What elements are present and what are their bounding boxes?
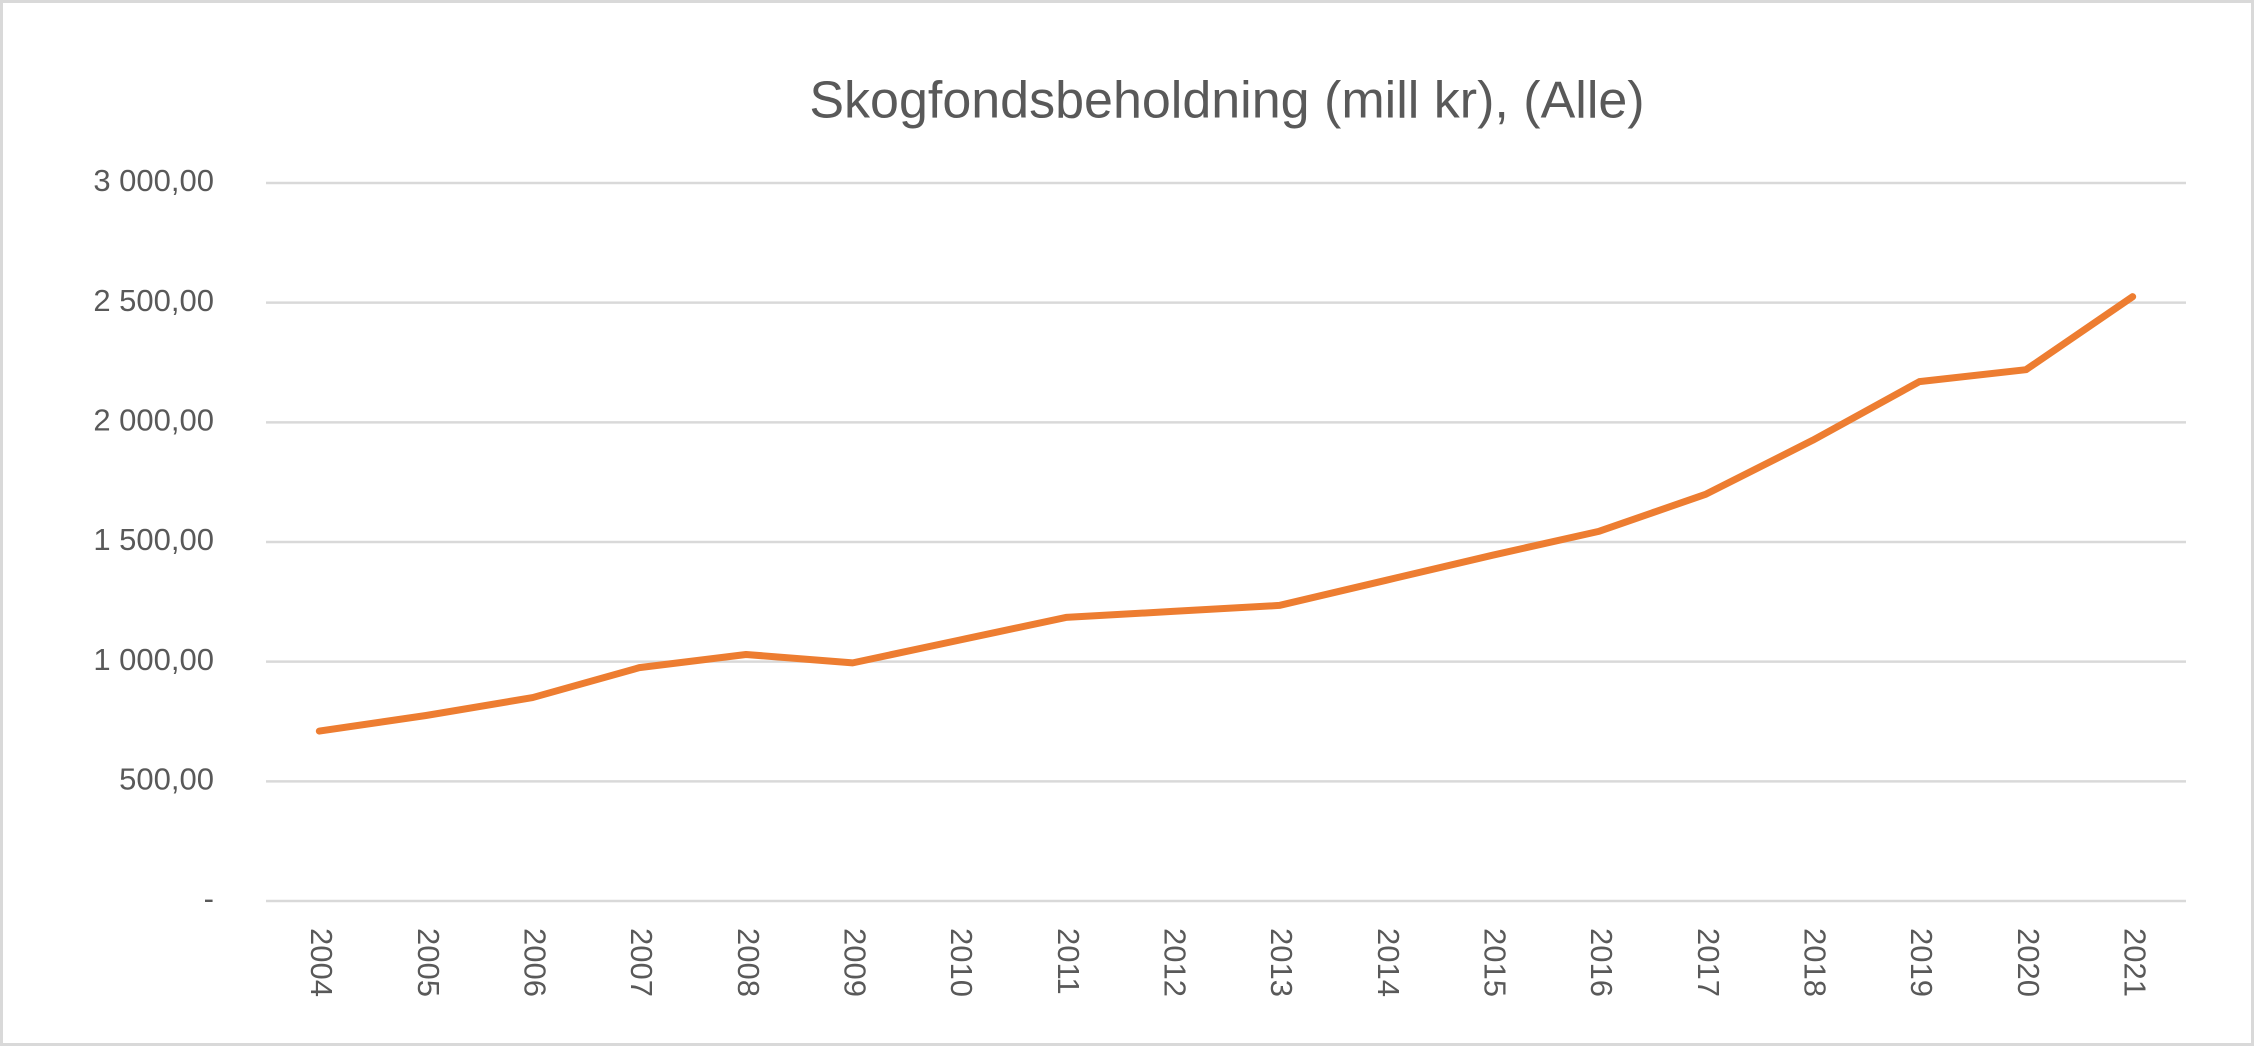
x-tick-label: 2005 xyxy=(411,928,446,997)
y-tick-label: 500,00 xyxy=(119,762,214,797)
x-tick-label: 2019 xyxy=(1904,928,1939,997)
x-tick-label: 2006 xyxy=(517,928,552,997)
y-tick-label: 1 500,00 xyxy=(93,522,214,557)
data-line xyxy=(315,293,2137,735)
x-tick-label: 2008 xyxy=(731,928,766,997)
x-tick-label: 2004 xyxy=(304,928,339,997)
x-tick-label: 2017 xyxy=(1691,928,1726,997)
x-tick-label: 2016 xyxy=(1584,928,1619,997)
x-tick-label: 2018 xyxy=(1797,928,1832,997)
y-tick-label: 1 000,00 xyxy=(93,642,214,677)
x-tick-label: 2007 xyxy=(624,928,659,997)
y-tick-label: 2 500,00 xyxy=(93,283,214,318)
y-tick-label: - xyxy=(204,881,214,916)
y-tick-label: 2 000,00 xyxy=(93,403,214,438)
x-tick-label: 2020 xyxy=(2011,928,2046,997)
x-tick-label: 2021 xyxy=(2117,928,2152,997)
y-tick-label: 3 000,00 xyxy=(93,163,214,198)
chart-title: Skogfondsbeholdning (mill kr), (Alle) xyxy=(809,72,1644,130)
x-tick-label: 2015 xyxy=(1477,928,1512,997)
x-tick-label: 2009 xyxy=(837,928,872,997)
x-tick-label: 2011 xyxy=(1051,928,1086,995)
x-tick-label: 2014 xyxy=(1371,928,1406,997)
x-tick-label: 2010 xyxy=(944,928,979,997)
x-tick-label: 2012 xyxy=(1157,928,1192,997)
x-tick-label: 2013 xyxy=(1264,928,1299,997)
